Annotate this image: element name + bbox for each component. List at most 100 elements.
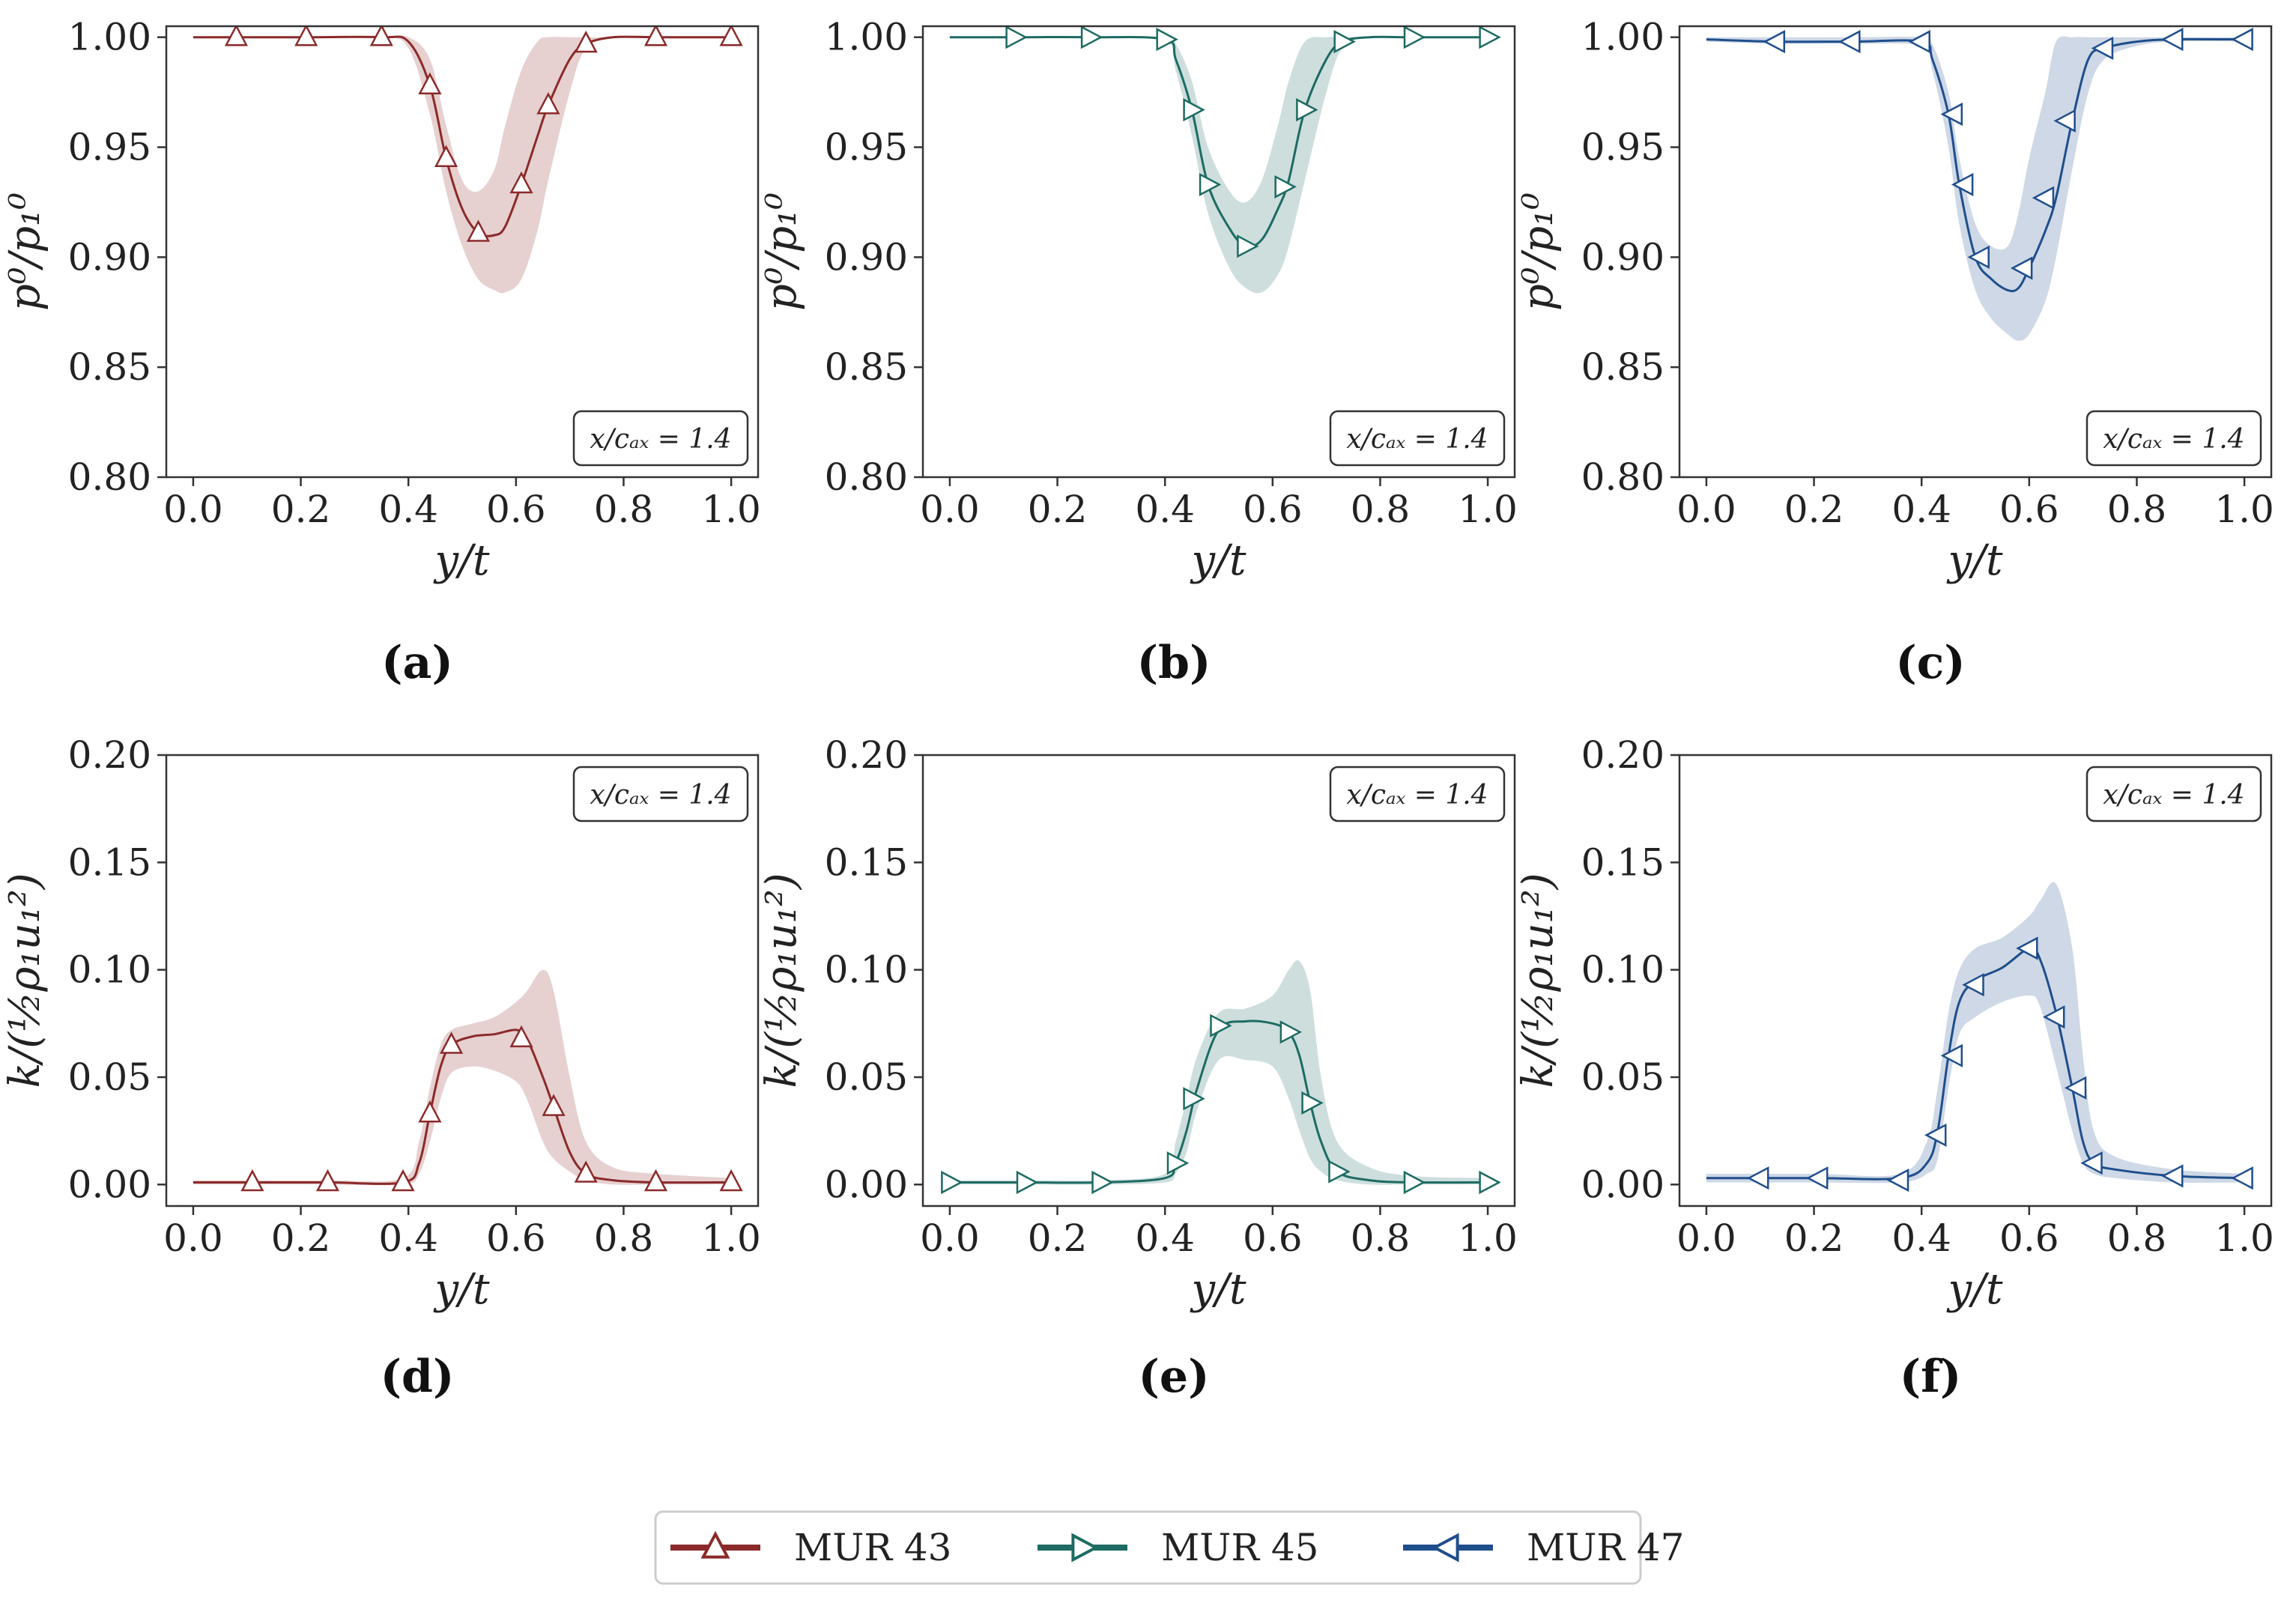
panel-a: 0.0 0.2 0.4 0.6 0.8 1.0 0.80 0.85 0.90 0.95 1.00 y/…	[1, 16, 761, 689]
panel-f-marker-mur-47-8	[2064, 1076, 2087, 1100]
panel-e-marker-mur-45-10	[1479, 1170, 1501, 1195]
panel-e-marker-mur-45-2	[1091, 1170, 1114, 1195]
panel-b-annotation-box	[1329, 410, 1506, 467]
panel-d-caption: (d)	[381, 1351, 455, 1403]
panel-d-ytick-label-1: 0.05	[68, 1055, 151, 1099]
panel-a-marker-mur-43-10	[719, 26, 743, 46]
panel-b-marker-mur-45-1	[1080, 26, 1103, 49]
panel-a-ylabel: p⁰/p₁⁰	[1, 193, 49, 311]
panel-c-annotation-box	[2086, 410, 2262, 467]
panel-e-marker-mur-45-5	[1210, 1013, 1232, 1037]
panel-b-band-mur-45	[949, 36, 1488, 294]
panel-f-marker-mur-47-2	[1886, 1169, 1909, 1193]
panel-a-marker-mur-43-2	[369, 26, 393, 46]
panel-c-xtick-label-0: 0.0	[1676, 488, 1736, 531]
panel-e-ytick-label-2: 0.10	[825, 948, 908, 992]
panel-a-caption: (a)	[381, 637, 453, 689]
panel-a-marker-mur-43-8	[574, 30, 598, 53]
panel-a-marker-mur-43-6	[509, 171, 533, 194]
legend-label-mur-47: MUR 47	[1527, 1526, 1685, 1569]
panel-e-marker-mur-45-1	[1016, 1170, 1039, 1195]
panel-a-ytick-label-2: 0.90	[68, 235, 151, 279]
panel-b-xtick-label-1: 0.2	[1028, 488, 1088, 531]
panel-e-annotation: x/cₐₓ = 1.4	[1329, 766, 1506, 822]
panel-e: 0.0 0.2 0.4 0.6 0.8 1.0 0.00 0.05 0.10 0.15 0.20 y/…	[757, 733, 1518, 1403]
panel-a-xtick-label-1: 0.2	[271, 488, 331, 531]
panel-b-ylabel: p⁰/p₁⁰	[757, 193, 806, 311]
panel-d-marker-mur-43-3	[418, 1100, 442, 1123]
legend-label-mur-43: MUR 43	[794, 1526, 952, 1569]
panel-d-xtick-label-2: 0.4	[378, 1216, 438, 1260]
panel-a-band-mur-43	[193, 35, 732, 294]
panel-e-marker-mur-45-7	[1301, 1091, 1324, 1115]
panel-f-marker-mur-47-5	[1962, 973, 1984, 997]
panel-e-xtick-label-2: 0.4	[1135, 1216, 1195, 1260]
legend-marker-mur-45	[1071, 1533, 1100, 1563]
panel-b-marker-mur-45-0	[1005, 26, 1028, 49]
panel-f-marker-mur-47-11	[2231, 1166, 2253, 1190]
panel-e-xtick-label-3: 0.6	[1243, 1216, 1303, 1260]
panel-b-xtick-label-5: 1.0	[1458, 488, 1518, 531]
panel-e-marker-mur-45-9	[1403, 1170, 1426, 1195]
panel-d-xlabel: y/t	[432, 1265, 490, 1314]
panel-e-xtick-label-5: 1.0	[1458, 1216, 1518, 1260]
panel-f: 0.0 0.2 0.4 0.6 0.8 1.0 0.00 0.05 0.10 0.15 0.20 y/…	[1514, 733, 2274, 1403]
panel-d-xtick-label-5: 1.0	[701, 1216, 761, 1260]
panel-f-marker-mur-47-10	[2161, 1164, 2184, 1188]
panel-a-marker-mur-43-3	[418, 72, 442, 95]
panel-c-ylabel: p⁰/p₁⁰	[1514, 193, 1563, 311]
panel-c-marker-mur-47-0	[1763, 30, 1786, 54]
panel-f-xtick-label-1: 0.2	[1784, 1216, 1844, 1260]
panel-d-series-mur-43	[193, 969, 743, 1192]
panel-e-frame	[921, 754, 1516, 1207]
panel-f-annotation: x/cₐₓ = 1.4	[2086, 766, 2262, 822]
legend-frame	[654, 1510, 1642, 1585]
panel-e-marker-mur-45-4	[1183, 1087, 1205, 1111]
panel-c-ytick-label-0: 0.80	[1581, 455, 1665, 499]
panel-b-xtick-label-0: 0.0	[920, 488, 980, 531]
panel-b-marker-mur-45-10	[1479, 26, 1501, 49]
panel-f-xtick-label-3: 0.6	[1999, 1216, 2059, 1260]
panel-d-ylabel: k/(½ρ₁u₁²)	[1, 873, 49, 1088]
panel-b-ytick-label-2: 0.90	[825, 235, 908, 279]
panel-f-annotation-text: x/cₐₓ = 1.4	[2103, 780, 2244, 810]
panel-f-marker-mur-47-9	[2080, 1151, 2103, 1175]
panel-f-xlabel: y/t	[1945, 1265, 2003, 1314]
panel-c-xtick-label-5: 1.0	[2214, 488, 2274, 531]
panel-a-ytick-label-1: 0.85	[68, 345, 151, 389]
panel-d-xtick-label-4: 0.8	[594, 1216, 654, 1260]
panel-f-ylabel: k/(½ρ₁u₁²)	[1514, 873, 1563, 1088]
panel-b-marker-mur-45-5	[1237, 234, 1259, 258]
panel-d: 0.0 0.2 0.4 0.6 0.8 1.0 0.00 0.05 0.10 0.15 0.20 y/…	[1, 733, 761, 1403]
panel-f-xtick-label-0: 0.0	[1676, 1216, 1736, 1260]
panel-c-caption: (c)	[1895, 637, 1965, 689]
panel-b-marker-mur-45-4	[1199, 172, 1222, 196]
panel-d-marker-mur-43-2	[391, 1169, 415, 1192]
panel-a-frame	[165, 25, 760, 479]
panel-c-annotation-text: x/cₐₓ = 1.4	[2103, 424, 2244, 455]
panel-c-band-mur-47	[1706, 36, 2245, 341]
panel-b-marker-mur-45-2	[1156, 28, 1178, 52]
panel-f-series-mur-47	[1706, 882, 2253, 1193]
panel-c-marker-mur-47-2	[1908, 30, 1930, 54]
panel-b-marker-mur-45-3	[1183, 98, 1205, 122]
panel-f-frame	[1678, 754, 2273, 1207]
legend-item-mur-43: MUR 43	[670, 1526, 952, 1569]
panel-f-marker-mur-47-0	[1747, 1166, 1769, 1190]
panel-a-xtick-label-3: 0.6	[486, 488, 546, 531]
panel-c-ytick-label-2: 0.90	[1581, 235, 1665, 279]
panel-e-ytick-label-4: 0.20	[825, 733, 908, 777]
panel-d-marker-mur-43-1	[315, 1169, 340, 1192]
panel-c-marker-mur-47-4	[1951, 172, 1974, 196]
panel-d-marker-mur-43-7	[574, 1160, 598, 1183]
panel-b-ytick-label-0: 0.80	[825, 455, 908, 499]
panel-c-xtick-label-3: 0.6	[1999, 488, 2059, 531]
panel-c-annotation: x/cₐₓ = 1.4	[2086, 410, 2262, 467]
panel-d-annotation: x/cₐₓ = 1.4	[572, 766, 749, 822]
panel-e-xlabel: y/t	[1189, 1265, 1247, 1314]
panel-a-xlabel: y/t	[432, 536, 490, 585]
panel-a-ytick-label-4: 1.00	[68, 16, 151, 59]
panel-e-marker-mur-45-0	[941, 1170, 963, 1195]
panel-f-xtick-label-5: 1.0	[2214, 1216, 2274, 1260]
panel-b-xtick-label-3: 0.6	[1243, 488, 1303, 531]
